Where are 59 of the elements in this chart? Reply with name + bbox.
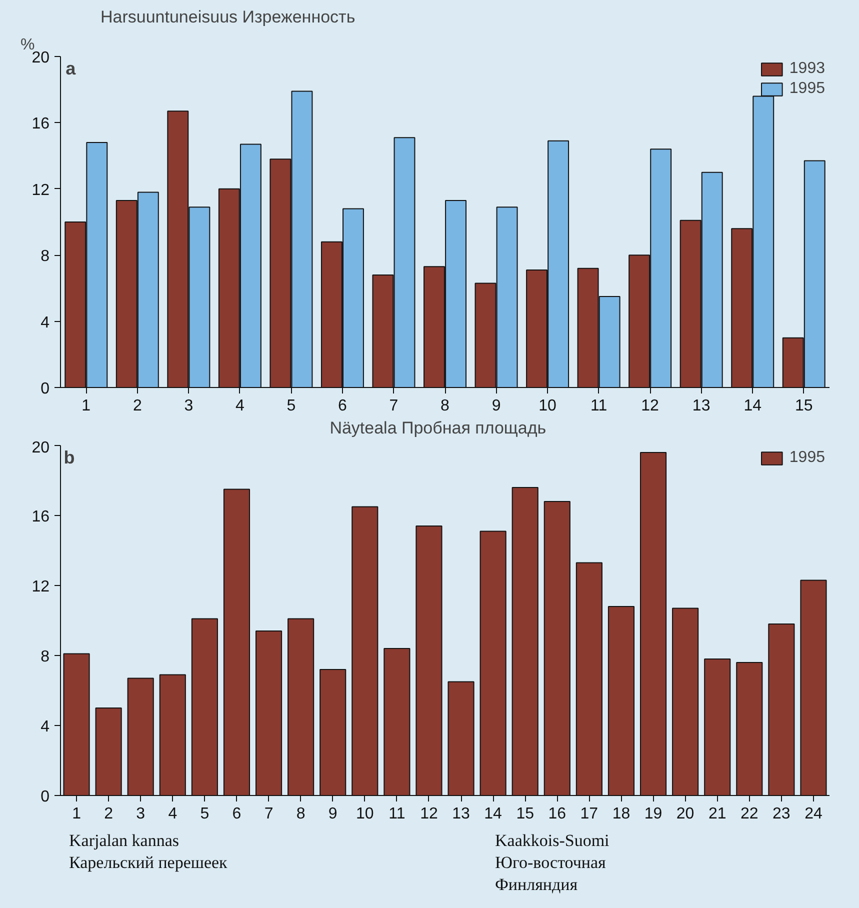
y-tick-label: 4 xyxy=(40,314,50,332)
y-tick-label: 16 xyxy=(32,508,50,526)
text: Karjalan kannas Карельский перешеек xyxy=(69,830,228,874)
x-tick-label: 21 xyxy=(708,806,726,822)
text: Kaakkois-Suomi Юго-восточная Финляндия xyxy=(495,830,610,896)
x-tick-label: 2 xyxy=(104,806,114,822)
x-tick-label: 20 xyxy=(676,806,694,822)
x-tick-label: 12 xyxy=(420,806,438,822)
x-tick-label: 7 xyxy=(264,806,274,822)
x-tick-label: 4 xyxy=(168,806,178,822)
x-tick-label: 1 xyxy=(82,398,91,414)
x-tick-label: 6 xyxy=(232,806,242,822)
x-tick-label: 10 xyxy=(538,398,557,414)
x-tick-label: 1 xyxy=(72,806,82,822)
x-tick-label: 17 xyxy=(580,806,598,822)
x-tick-label: 23 xyxy=(772,806,790,822)
x-tick-label: 6 xyxy=(338,398,348,414)
x-tick-label: 4 xyxy=(235,398,244,414)
x-axis-title: Näyteala Пробная площадь xyxy=(330,418,546,438)
y-tick-label: 16 xyxy=(32,116,50,133)
y-tick-label: 8 xyxy=(40,648,50,666)
y-tick-label: 12 xyxy=(32,182,50,199)
x-tick-label: 16 xyxy=(548,806,566,822)
x-tick-label: 10 xyxy=(356,806,374,822)
x-tick-label: 2 xyxy=(132,398,142,414)
x-tick-label: 24 xyxy=(804,806,822,822)
x-tick-label: 11 xyxy=(388,806,406,822)
x-tick-label: 7 xyxy=(389,398,398,414)
x-tick-label: 8 xyxy=(296,806,306,822)
x-tick-label: 13 xyxy=(452,806,470,822)
y-tick-label: 0 xyxy=(40,380,50,398)
x-tick-label: 3 xyxy=(136,806,146,822)
y-tick-label: 0 xyxy=(40,788,50,806)
x-tick-label: 14 xyxy=(744,398,762,414)
x-tick-label: 18 xyxy=(612,806,630,822)
x-tick-label: 5 xyxy=(286,398,296,414)
x-tick-label: 12 xyxy=(641,398,660,414)
x-tick-label: 3 xyxy=(184,398,194,414)
legend-label: 1995 xyxy=(789,449,825,467)
annotation: a xyxy=(66,58,77,78)
x-tick-label: 14 xyxy=(484,806,502,822)
x-tick-label: 15 xyxy=(794,398,813,414)
y-tick-label: 4 xyxy=(40,718,50,736)
chart-title: Harsuuntuneisuus Изреженность xyxy=(100,8,356,26)
y-tick-label: 8 xyxy=(40,248,50,266)
x-tick-label: 9 xyxy=(492,398,501,414)
y-tick-label: 12 xyxy=(32,578,50,596)
legend-label: 1993 xyxy=(789,60,825,78)
x-tick-label: 22 xyxy=(740,806,758,822)
x-tick-label: 9 xyxy=(328,806,338,822)
annotation: b xyxy=(64,448,75,468)
x-tick-label: 19 xyxy=(644,806,662,822)
x-tick-label: 5 xyxy=(200,806,210,822)
x-tick-label: 8 xyxy=(440,398,450,414)
x-tick-label: 15 xyxy=(516,806,534,822)
y-tick-label: 20 xyxy=(32,440,50,456)
legend-label: 1995 xyxy=(789,80,825,98)
x-tick-label: 13 xyxy=(692,398,710,414)
x-tick-label: 11 xyxy=(590,398,608,414)
